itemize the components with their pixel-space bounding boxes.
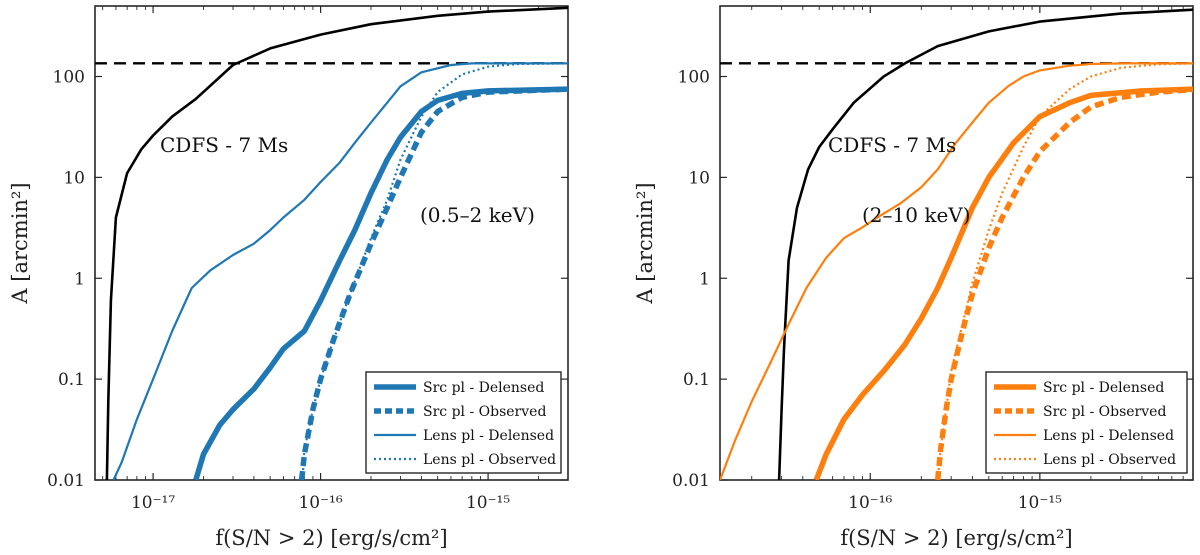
legend-label: Lens pl - Delensed (423, 428, 554, 444)
plot-area (720, 8, 1193, 480)
series-line-cdfs-7ms (105, 6, 568, 480)
legend-label: Src pl - Observed (1043, 404, 1166, 420)
x-tick-label: 10⁻¹⁵ (466, 493, 510, 513)
series-line-cdfs-7ms (777, 8, 1193, 480)
axis-ticks: 0.01 0.1 1 10 100 10⁻¹⁷ 10⁻¹⁶ 10⁻¹⁵ (47, 6, 568, 513)
x-tick-label: 10⁻¹⁶ (848, 493, 892, 513)
y-tick-label: 10 (688, 168, 710, 188)
y-axis-label: A [arcmin²] (633, 182, 657, 304)
curve-label: CDFS - 7 Ms (160, 133, 288, 157)
y-axis-label: A [arcmin²] (8, 182, 32, 304)
series-line-lens-pl-delensed (112, 62, 568, 480)
axis-ticks: 0.01 0.1 1 10 100 10⁻¹⁶ 10⁻¹⁵ (672, 6, 1193, 513)
x-tick-label: 10⁻¹⁵ (1018, 493, 1062, 513)
legend-label: Src pl - Delensed (423, 380, 544, 396)
y-tick-label: 0.01 (47, 471, 85, 491)
legend-label: Src pl - Observed (423, 404, 546, 420)
series-line-src-pl-observed (934, 86, 1193, 480)
y-tick-label: 10 (63, 168, 85, 188)
plot-frame (719, 5, 1194, 481)
x-axis-label: f(S/N > 2) [erg/s/cm²] (215, 526, 447, 550)
legend-label: Lens pl - Observed (1043, 452, 1176, 468)
series-line-lens-pl-observed (936, 62, 1193, 480)
legend-label: Src pl - Delensed (1043, 380, 1164, 396)
y-tick-label: 1 (699, 269, 710, 289)
legend-label: Lens pl - Observed (423, 452, 556, 468)
y-tick-label: 100 (53, 68, 85, 88)
series-line-lens-pl-observed (301, 62, 568, 480)
plot-area (95, 6, 568, 480)
legend-label: Lens pl - Delensed (1043, 428, 1174, 444)
curve-label: CDFS - 7 Ms (828, 133, 956, 157)
legend: Src pl - Delensed Src pl - Observed Lens p… (985, 371, 1188, 474)
chart-panel-2: 0.01 0.1 1 10 100 10⁻¹⁶ 10⁻¹⁵ f(S/N > 2) [erg/s… (633, 5, 1194, 550)
series-line-lens-pl-delensed (720, 62, 1193, 480)
y-tick-label: 0.01 (672, 471, 710, 491)
y-tick-label: 1 (74, 269, 85, 289)
x-axis-label: f(S/N > 2) [erg/s/cm²] (840, 526, 1072, 550)
y-tick-label: 0.1 (683, 370, 710, 390)
x-tick-label: 10⁻¹⁶ (298, 493, 342, 513)
band-label: (2–10 keV) (862, 203, 971, 227)
series-line-src-pl-delensed (813, 86, 1193, 480)
band-label: (0.5–2 keV) (420, 203, 535, 227)
y-tick-label: 100 (678, 68, 710, 88)
x-tick-label: 10⁻¹⁷ (131, 493, 175, 513)
chart-panel-1: 0.01 0.1 1 10 100 10⁻¹⁷ 10⁻¹⁶ 10⁻¹⁵ f(S/N > 2) [… (8, 5, 569, 550)
y-tick-label: 0.1 (58, 370, 85, 390)
series-line-src-pl-delensed (193, 86, 568, 480)
plot-frame (94, 5, 569, 481)
legend: Src pl - Delensed Src pl - Observed Lens p… (365, 371, 562, 474)
